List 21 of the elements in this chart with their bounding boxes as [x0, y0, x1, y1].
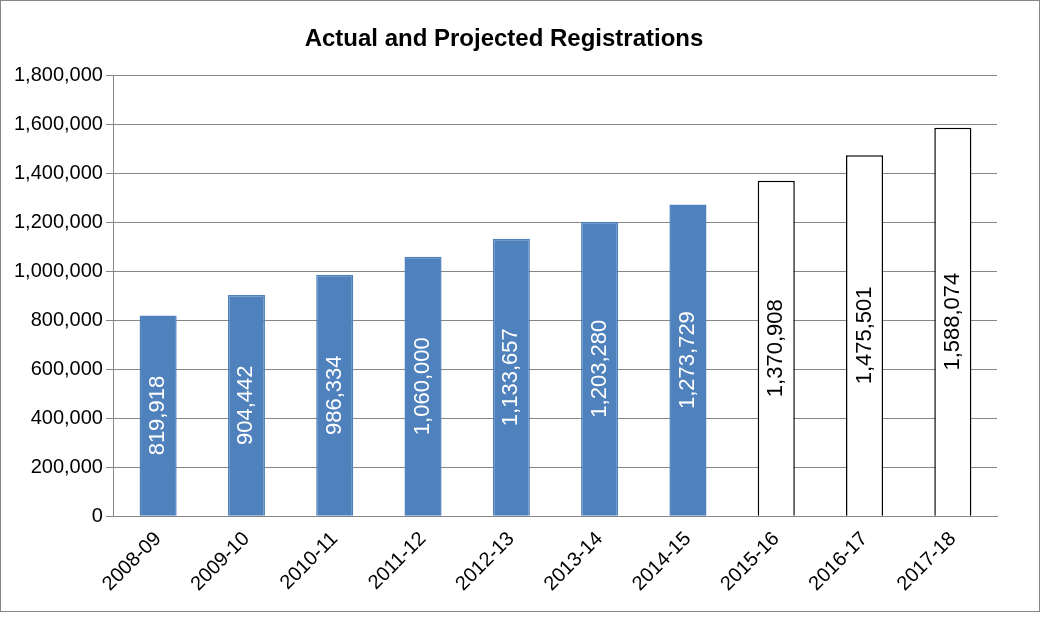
- y-tick-label: 600,000: [30, 356, 103, 379]
- y-tick-label: 400,000: [30, 405, 103, 428]
- data-label: 1,588,074: [938, 272, 964, 371]
- y-tick-label: 0: [91, 503, 103, 526]
- y-tick-label: 1,400,000: [13, 161, 103, 184]
- data-label: 1,060,000: [409, 337, 435, 436]
- y-tick-label: 1,800,000: [13, 63, 103, 86]
- data-label: 1,273,729: [674, 311, 699, 410]
- y-tick-label: 1,200,000: [13, 210, 103, 233]
- data-label: 986,334: [320, 355, 346, 435]
- data-label: 1,475,501: [850, 286, 876, 385]
- data-label: 819,918: [144, 375, 170, 456]
- y-tick-label: 1,600,000: [13, 112, 103, 135]
- y-tick-label: 1,000,000: [13, 259, 103, 282]
- y-tick-label: 800,000: [30, 307, 103, 330]
- y-tick-label: 200,000: [30, 454, 103, 477]
- chart-title: Actual and Projected Registrations: [304, 24, 704, 52]
- data-label: 1,370,908: [762, 299, 788, 398]
- data-label: 1,203,280: [585, 319, 611, 418]
- data-label: 1,133,657: [497, 328, 523, 427]
- data-label: 904,442: [232, 365, 258, 446]
